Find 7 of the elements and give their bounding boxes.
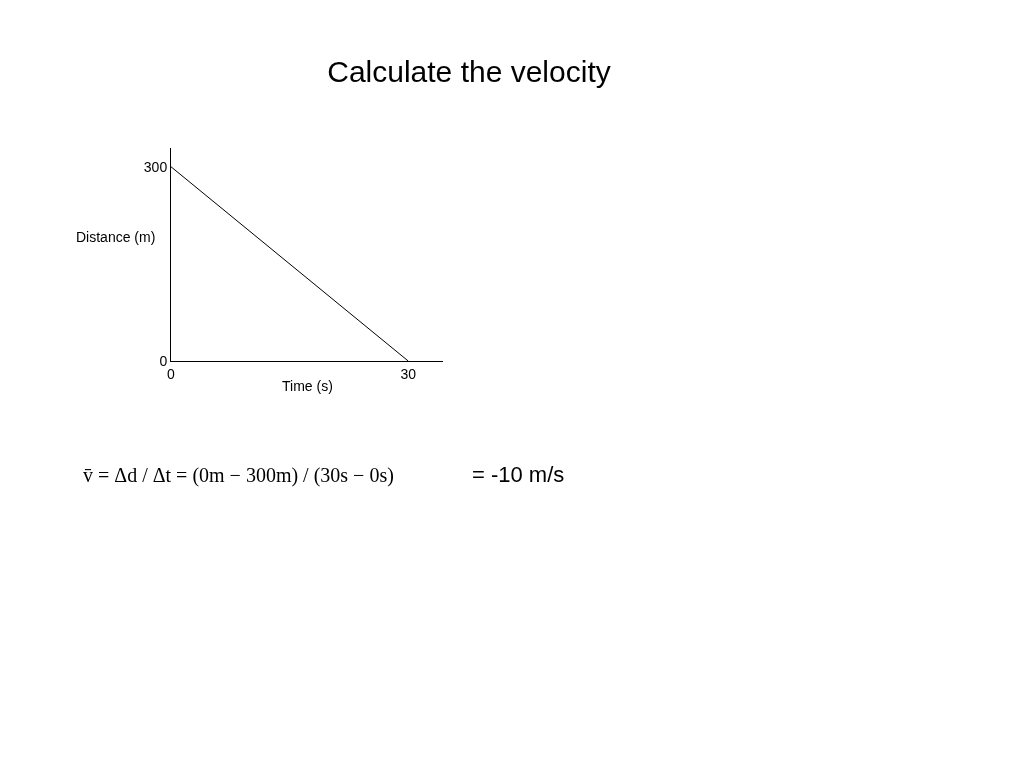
x-tick-label: 30: [400, 365, 417, 382]
chart-title: Calculate the velocity: [327, 55, 611, 89]
x-axis-title: Time (s): [282, 378, 333, 394]
text: = -10 m/s: [472, 462, 565, 487]
y-tick-label: 300: [143, 158, 168, 175]
y-axis-title: Distance (m): [76, 229, 156, 245]
text: v̄ = Δd / Δt = (0m − 300m) / (30s − 0s): [83, 464, 394, 487]
